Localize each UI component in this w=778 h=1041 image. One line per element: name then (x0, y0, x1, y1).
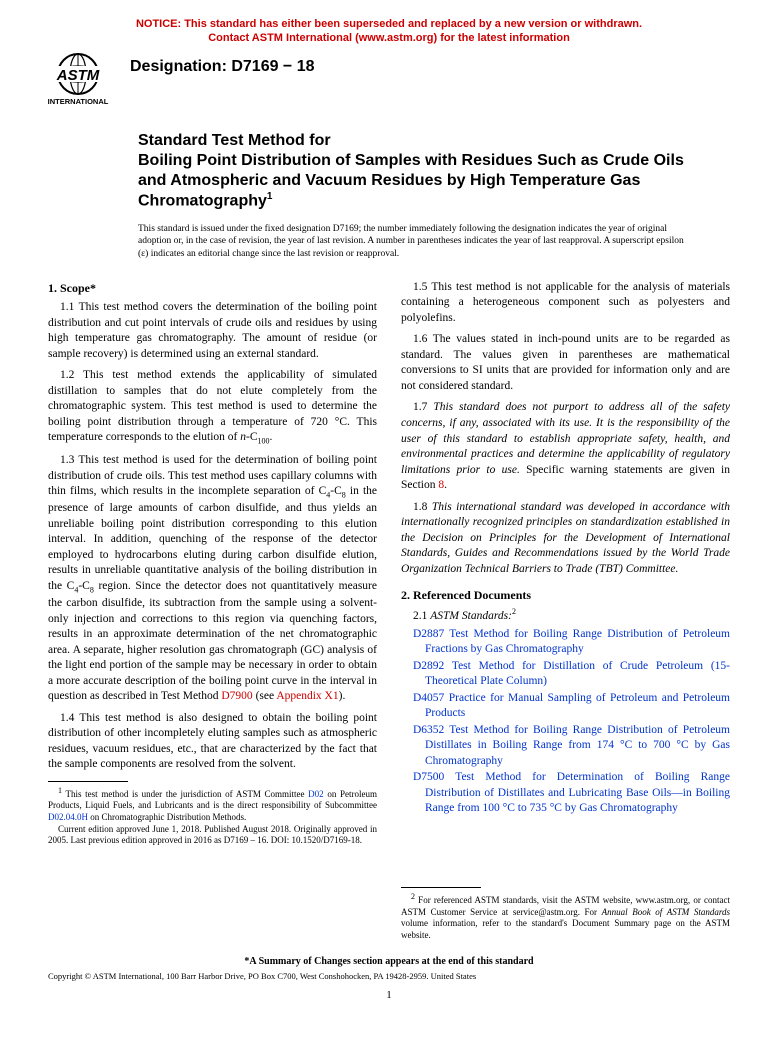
ref-title-4: Test Method for Determination of Boiling… (425, 771, 730, 814)
fn2c: volume information, refer to the standar… (401, 918, 730, 940)
footnote-1: 1 This test method is under the jurisdic… (48, 786, 377, 824)
fn1b: This test method is under the jurisdicti… (62, 789, 308, 799)
designation: Designation: D7169 − 18 (130, 52, 315, 76)
para-1-5: 1.5 This test method is not applicable f… (401, 280, 730, 327)
p18a: 1.8 (413, 501, 432, 513)
d02040h-link[interactable]: D02.04.0H (48, 812, 88, 822)
p17a: 1.7 (413, 401, 433, 413)
footnote-2: 2 For referenced ASTM standards, visit t… (401, 892, 730, 942)
p18i: This international standard was develope… (401, 501, 730, 575)
page-number: 1 (48, 989, 730, 1001)
p13c: in the presence of large amounts of carb… (48, 485, 377, 592)
p12b: -C (246, 431, 258, 443)
header: ASTM INTERNATIONAL Designation: D7169 − … (48, 52, 730, 113)
svg-text:ASTM: ASTM (56, 67, 100, 84)
ref-d2887[interactable]: D2887 Test Method for Boiling Range Dist… (413, 627, 730, 658)
footnote-1b: Current edition approved June 1, 2018. P… (48, 824, 377, 847)
right-column: 1.5 This test method is not applicable f… (401, 280, 730, 942)
ref-d7500[interactable]: D7500 Test Method for Determination of B… (413, 770, 730, 817)
notice-banner: NOTICE: This standard has either been su… (48, 18, 730, 46)
title-prefix: Standard Test Method for (138, 131, 710, 151)
svg-text:INTERNATIONAL: INTERNATIONAL (48, 97, 109, 106)
copyright: Copyright © ASTM International, 100 Barr… (48, 971, 730, 981)
ref-code-4: D7500 (413, 771, 444, 783)
ref-code-2: D4057 (413, 692, 444, 704)
ref-title-3: Test Method for Boiling Range Distributi… (425, 724, 730, 767)
ref-code-1: D2892 (413, 660, 444, 672)
title-block: Standard Test Method for Boiling Point D… (138, 131, 710, 211)
refs-heading: 2. Referenced Documents (401, 587, 730, 603)
ref-title-1: Test Method for Distillation of Crude Pe… (425, 660, 730, 688)
p12c: . (270, 431, 273, 443)
para-1-4: 1.4 This test method is also designed to… (48, 711, 377, 773)
p12sub: 100 (258, 436, 270, 445)
p12a: 1.2 This test method extends the applica… (48, 369, 377, 443)
para-1-3: 1.3 This test method is used for the det… (48, 453, 377, 704)
p13f: (see (253, 690, 277, 702)
title-main: Boiling Point Distribution of Samples wi… (138, 151, 710, 211)
d7900-link[interactable]: D7900 (221, 690, 252, 702)
ref-d4057[interactable]: D4057 Practice for Manual Sampling of Pe… (413, 691, 730, 722)
title-text: Boiling Point Distribution of Samples wi… (138, 152, 684, 209)
p13b: -C (330, 485, 342, 497)
summary-note: *A Summary of Changes section appears at… (48, 956, 730, 967)
content-columns: 1. Scope* 1.1 This test method covers th… (48, 280, 730, 942)
ref-title-2: Practice for Manual Sampling of Petroleu… (425, 692, 730, 720)
refsa: 2.1 (413, 610, 430, 622)
ref-d2892[interactable]: D2892 Test Method for Distillation of Cr… (413, 659, 730, 690)
left-column: 1. Scope* 1.1 This test method covers th… (48, 280, 377, 942)
refssup: 2 (512, 607, 516, 616)
title-sup: 1 (267, 191, 273, 202)
notice-line2: Contact ASTM International (www.astm.org… (208, 32, 570, 44)
ref-code-3: D6352 (413, 724, 444, 736)
refs-subhead: 2.1 ASTM Standards:2 (401, 607, 730, 624)
astm-logo: ASTM INTERNATIONAL (48, 52, 120, 113)
appendix-link[interactable]: Appendix X1 (276, 690, 338, 702)
ref-d6352[interactable]: D6352 Test Method for Boiling Range Dist… (413, 723, 730, 770)
page: NOTICE: This standard has either been su… (0, 0, 778, 1021)
para-1-8: 1.8 This international standard was deve… (401, 500, 730, 578)
ref-code-0: D2887 (413, 628, 444, 640)
para-1-6: 1.6 The values stated in inch-pound unit… (401, 332, 730, 394)
para-1-7: 1.7 This standard does not purport to ad… (401, 400, 730, 493)
summary-text: *A Summary of Changes section appears at… (244, 956, 533, 967)
scope-heading: 1. Scope* (48, 280, 377, 296)
ref-title-0: Test Method for Boiling Range Distributi… (425, 628, 730, 656)
d02-link[interactable]: D02 (308, 789, 324, 799)
notice-line1: NOTICE: This standard has either been su… (136, 18, 642, 30)
issuance-note: This standard is issued under the fixed … (138, 223, 690, 260)
p13d: -C (78, 580, 90, 592)
footnote-separator (48, 781, 128, 782)
p17c: . (444, 479, 447, 491)
p13g: ). (339, 690, 346, 702)
fn1d: on Chromatographic Distribution Methods. (88, 812, 246, 822)
refsi: ASTM Standards: (430, 610, 512, 622)
para-1-2: 1.2 This test method extends the applica… (48, 368, 377, 447)
fn2i: Annual Book of ASTM Standards (602, 907, 730, 917)
footnote-separator-2 (401, 887, 481, 888)
para-1-1: 1.1 This test method covers the determin… (48, 300, 377, 362)
p13e: region. Since the detector does not quan… (48, 580, 377, 702)
